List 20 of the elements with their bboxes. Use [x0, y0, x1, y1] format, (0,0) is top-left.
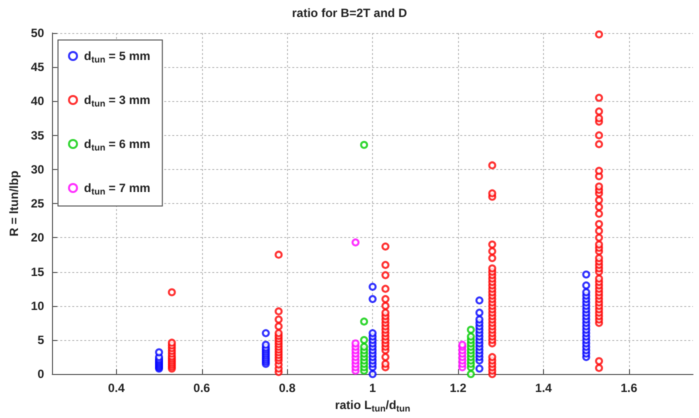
y-tick-label: 15	[30, 264, 45, 279]
y-tick-label: 20	[30, 230, 45, 245]
y-tick-label: 50	[30, 26, 45, 40]
x-tick-label: 0.8	[278, 381, 296, 396]
y-tick-label: 25	[30, 196, 45, 211]
x-tick-label: 1	[369, 381, 376, 396]
y-tick-label: 40	[30, 94, 45, 108]
y-axis-title: R = ltun/lbp	[7, 170, 21, 236]
y-tick-label: 45	[30, 60, 45, 74]
x-tick-label: 0.4	[108, 381, 125, 396]
y-tick-label: 35	[30, 128, 45, 142]
y-tick-label: 0	[38, 367, 45, 382]
x-tick-label: 1.6	[620, 381, 638, 396]
chart-title: ratio for B=2T and D	[292, 6, 408, 20]
y-tick-label: 5	[38, 332, 45, 347]
x-tick-label: 1.4	[535, 381, 552, 396]
y-tick-label: 10	[30, 298, 45, 313]
x-tick-label: 1.2	[450, 381, 467, 396]
y-tick-label: 30	[30, 162, 45, 176]
x-tick-label: 0.6	[193, 381, 210, 396]
